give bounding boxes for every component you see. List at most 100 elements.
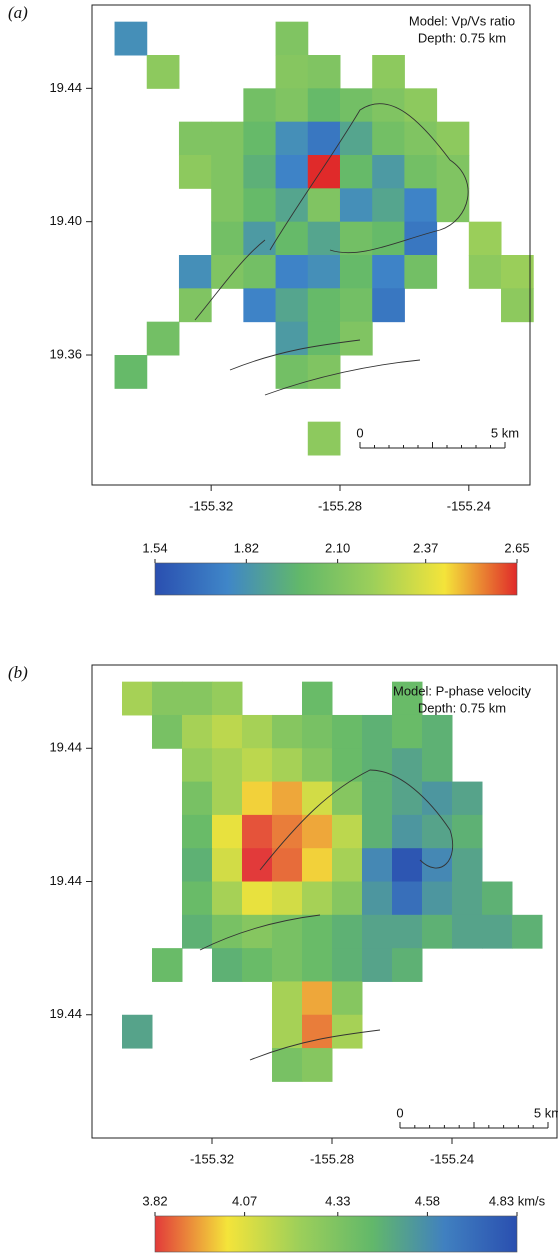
cell	[275, 55, 309, 89]
colorbar-tick-label: 4.33	[325, 1193, 350, 1208]
cell	[146, 321, 180, 356]
cell	[372, 221, 405, 256]
cell	[242, 781, 273, 816]
cell	[212, 914, 243, 949]
cell	[114, 355, 148, 389]
cell	[272, 881, 303, 916]
colorbar	[154, 562, 518, 596]
fault-line	[269, 103, 469, 254]
y-tick-label: 19.40	[49, 213, 82, 228]
panel-label: (a)	[8, 3, 28, 22]
cell	[404, 121, 438, 156]
cell	[275, 321, 309, 356]
cell	[372, 121, 405, 156]
cell	[302, 914, 333, 949]
cell	[302, 948, 333, 982]
cell	[482, 881, 513, 916]
cell	[307, 288, 341, 323]
cell	[212, 714, 243, 749]
cell	[152, 948, 183, 982]
cell	[243, 255, 277, 289]
cell	[452, 914, 483, 949]
cell	[372, 288, 405, 323]
cell	[436, 155, 470, 189]
cell	[422, 914, 453, 949]
cell	[152, 681, 183, 716]
colorbar-tick-label: 3.82	[142, 1193, 167, 1208]
cell	[211, 188, 244, 223]
y-tick-label: 19.44	[49, 740, 82, 755]
cell	[152, 714, 183, 749]
y-tick-label: 19.44	[49, 1006, 82, 1021]
cell	[275, 288, 309, 323]
plot-frame	[91, 4, 531, 486]
cell	[452, 848, 483, 883]
cell	[212, 848, 243, 883]
cell	[182, 714, 213, 749]
cell	[182, 814, 213, 849]
panel-label: (b)	[8, 663, 28, 682]
cell	[452, 781, 483, 816]
cell	[243, 221, 277, 256]
cell	[339, 88, 373, 123]
cell	[275, 155, 309, 189]
cell	[272, 748, 303, 783]
cell	[332, 781, 363, 816]
cell	[122, 681, 153, 716]
cell	[436, 121, 470, 156]
cell	[302, 881, 333, 916]
cell	[452, 881, 483, 916]
cell	[422, 881, 453, 916]
cell	[302, 681, 333, 716]
cell	[211, 255, 244, 289]
cell	[392, 881, 423, 916]
cell	[182, 914, 213, 949]
cell	[243, 88, 277, 123]
cell	[307, 55, 341, 89]
colorbar-tick-label: 4.83 km/s	[489, 1193, 546, 1208]
cell	[307, 188, 341, 223]
x-tick-label: -155.32	[190, 1151, 234, 1166]
cell	[178, 288, 212, 323]
cell	[272, 948, 303, 982]
cell	[339, 255, 373, 289]
cell	[272, 914, 303, 949]
cell	[275, 221, 309, 256]
cell	[212, 814, 243, 849]
cell	[392, 714, 423, 749]
cell	[302, 714, 333, 749]
colorbar-tick-label: 2.10	[325, 540, 350, 555]
cell	[242, 848, 273, 883]
cell	[404, 188, 438, 223]
cell	[307, 355, 341, 389]
cell	[275, 188, 309, 223]
y-tick-label: 19.44	[49, 873, 82, 888]
y-tick-label: 19.36	[49, 346, 82, 361]
cell	[501, 288, 534, 323]
cell	[307, 221, 341, 256]
cell	[332, 948, 363, 982]
cell	[182, 681, 213, 716]
cell	[211, 121, 244, 156]
cell	[332, 848, 363, 883]
cell	[182, 881, 213, 916]
cell	[243, 288, 277, 323]
cell	[307, 88, 341, 123]
x-tick-label: -155.28	[310, 1151, 354, 1166]
cell	[372, 255, 405, 289]
cell	[452, 814, 483, 849]
cell	[302, 1014, 333, 1049]
cell	[302, 981, 333, 1016]
cell	[362, 914, 393, 949]
cell	[307, 321, 341, 356]
cell	[242, 748, 273, 783]
cell	[211, 155, 244, 189]
fault-line	[199, 769, 454, 1061]
annotation: Model: Vp/Vs ratio	[409, 13, 515, 28]
cell	[404, 255, 438, 289]
cell	[392, 781, 423, 816]
cell	[332, 914, 363, 949]
scale-bar-label: 5 km	[534, 1105, 558, 1120]
cell	[339, 155, 373, 189]
cell	[302, 748, 333, 783]
